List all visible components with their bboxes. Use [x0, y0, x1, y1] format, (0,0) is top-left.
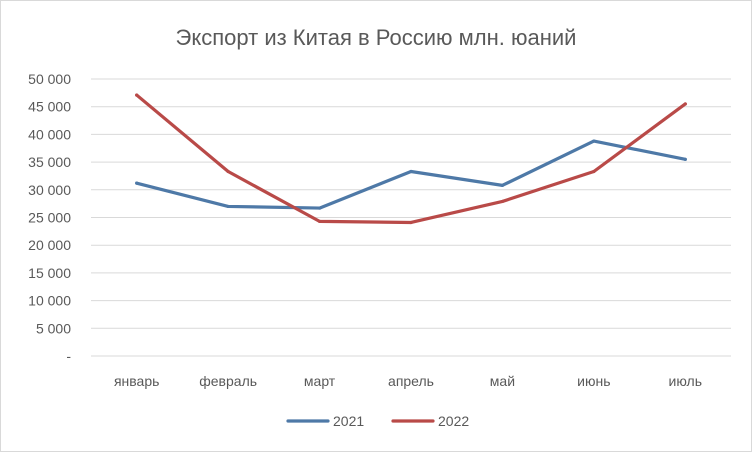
y-tick-label: -	[66, 348, 71, 364]
data-point	[135, 181, 139, 185]
data-point	[683, 157, 687, 161]
x-tick-label: май	[490, 373, 515, 389]
data-point	[409, 169, 413, 174]
x-tick-label: февраль	[199, 373, 257, 389]
x-tick-label: апрель	[388, 373, 434, 389]
x-tick-label: июнь	[577, 373, 610, 389]
y-tick-label: 20 000	[28, 237, 71, 253]
data-point	[135, 93, 139, 97]
data-point	[592, 139, 596, 143]
legend-label: 2022	[438, 413, 469, 429]
y-tick-label: 5 000	[36, 320, 71, 336]
y-tick-label: 40 000	[28, 126, 71, 142]
data-point	[683, 102, 687, 106]
gridlines	[91, 78, 731, 357]
data-point	[409, 220, 413, 225]
chart-title: Экспорт из Китая в Россию млн. юаний	[176, 25, 577, 50]
series-line-2021	[135, 139, 687, 210]
data-point	[592, 169, 596, 174]
data-point	[317, 219, 322, 223]
x-axis-tick-labels: январь февраль март апрель май июнь июль	[114, 373, 702, 389]
legend: 2021 2022	[286, 413, 469, 429]
y-tick-label: 15 000	[28, 265, 71, 281]
y-axis-tick-labels: - 5 000 10 000 15 000 20 000 25 000 30 000 35 0…	[28, 71, 71, 364]
y-tick-label: 10 000	[28, 293, 71, 309]
data-point	[317, 206, 322, 210]
data-point	[500, 199, 505, 204]
x-tick-label: июль	[669, 373, 702, 389]
y-tick-label: 25 000	[28, 210, 71, 226]
data-point	[226, 169, 230, 174]
y-tick-label: 30 000	[28, 182, 71, 198]
data-point	[226, 204, 230, 209]
y-tick-label: 35 000	[28, 154, 71, 170]
y-tick-label: 50 000	[28, 71, 71, 87]
data-point	[500, 183, 505, 187]
x-tick-label: март	[304, 373, 336, 389]
legend-label: 2021	[333, 413, 364, 429]
series-lines	[135, 93, 687, 225]
y-tick-label: 45 000	[28, 99, 71, 115]
x-tick-label: январь	[114, 373, 159, 389]
